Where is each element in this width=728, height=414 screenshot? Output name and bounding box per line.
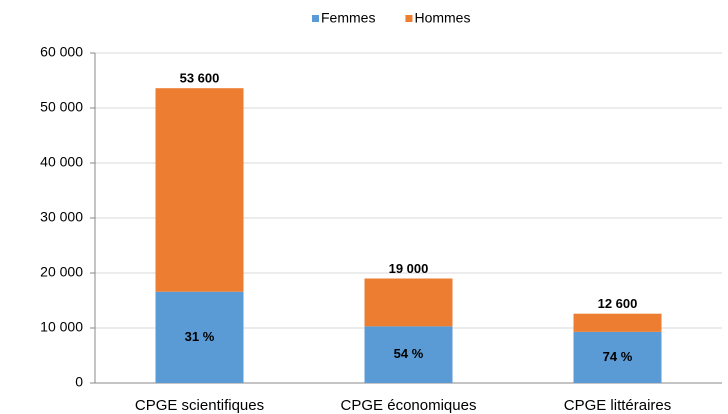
total-label: 53 600 bbox=[180, 71, 220, 86]
total-label: 19 000 bbox=[389, 261, 429, 276]
y-tick-label: 30 000 bbox=[40, 209, 83, 225]
x-tick-label: CPGE littéraires bbox=[564, 397, 672, 414]
legend-swatch bbox=[312, 15, 319, 22]
bar-segment bbox=[155, 291, 244, 383]
y-tick-label: 60 000 bbox=[40, 44, 83, 60]
legend-label: Hommes bbox=[414, 10, 470, 26]
bar-segment bbox=[364, 326, 453, 383]
x-tick-label: CPGE économiques bbox=[341, 397, 477, 414]
x-tick-label: CPGE scientifiques bbox=[135, 397, 264, 414]
y-tick-label: 20 000 bbox=[40, 264, 83, 280]
percentage-label: 74 % bbox=[603, 349, 633, 364]
bar-segment bbox=[573, 313, 662, 332]
legend-label: Femmes bbox=[321, 10, 375, 26]
bar-segment bbox=[364, 278, 453, 327]
y-tick-label: 50 000 bbox=[40, 99, 83, 115]
y-tick-label: 40 000 bbox=[40, 154, 83, 170]
percentage-label: 54 % bbox=[394, 346, 424, 361]
percentage-label: 31 % bbox=[185, 329, 215, 344]
total-label: 12 600 bbox=[598, 296, 638, 311]
bar-segment bbox=[155, 88, 244, 292]
y-tick-label: 10 000 bbox=[40, 319, 83, 335]
bar-segment bbox=[573, 331, 662, 383]
legend-swatch bbox=[405, 15, 413, 22]
y-tick-label: 0 bbox=[75, 374, 83, 390]
